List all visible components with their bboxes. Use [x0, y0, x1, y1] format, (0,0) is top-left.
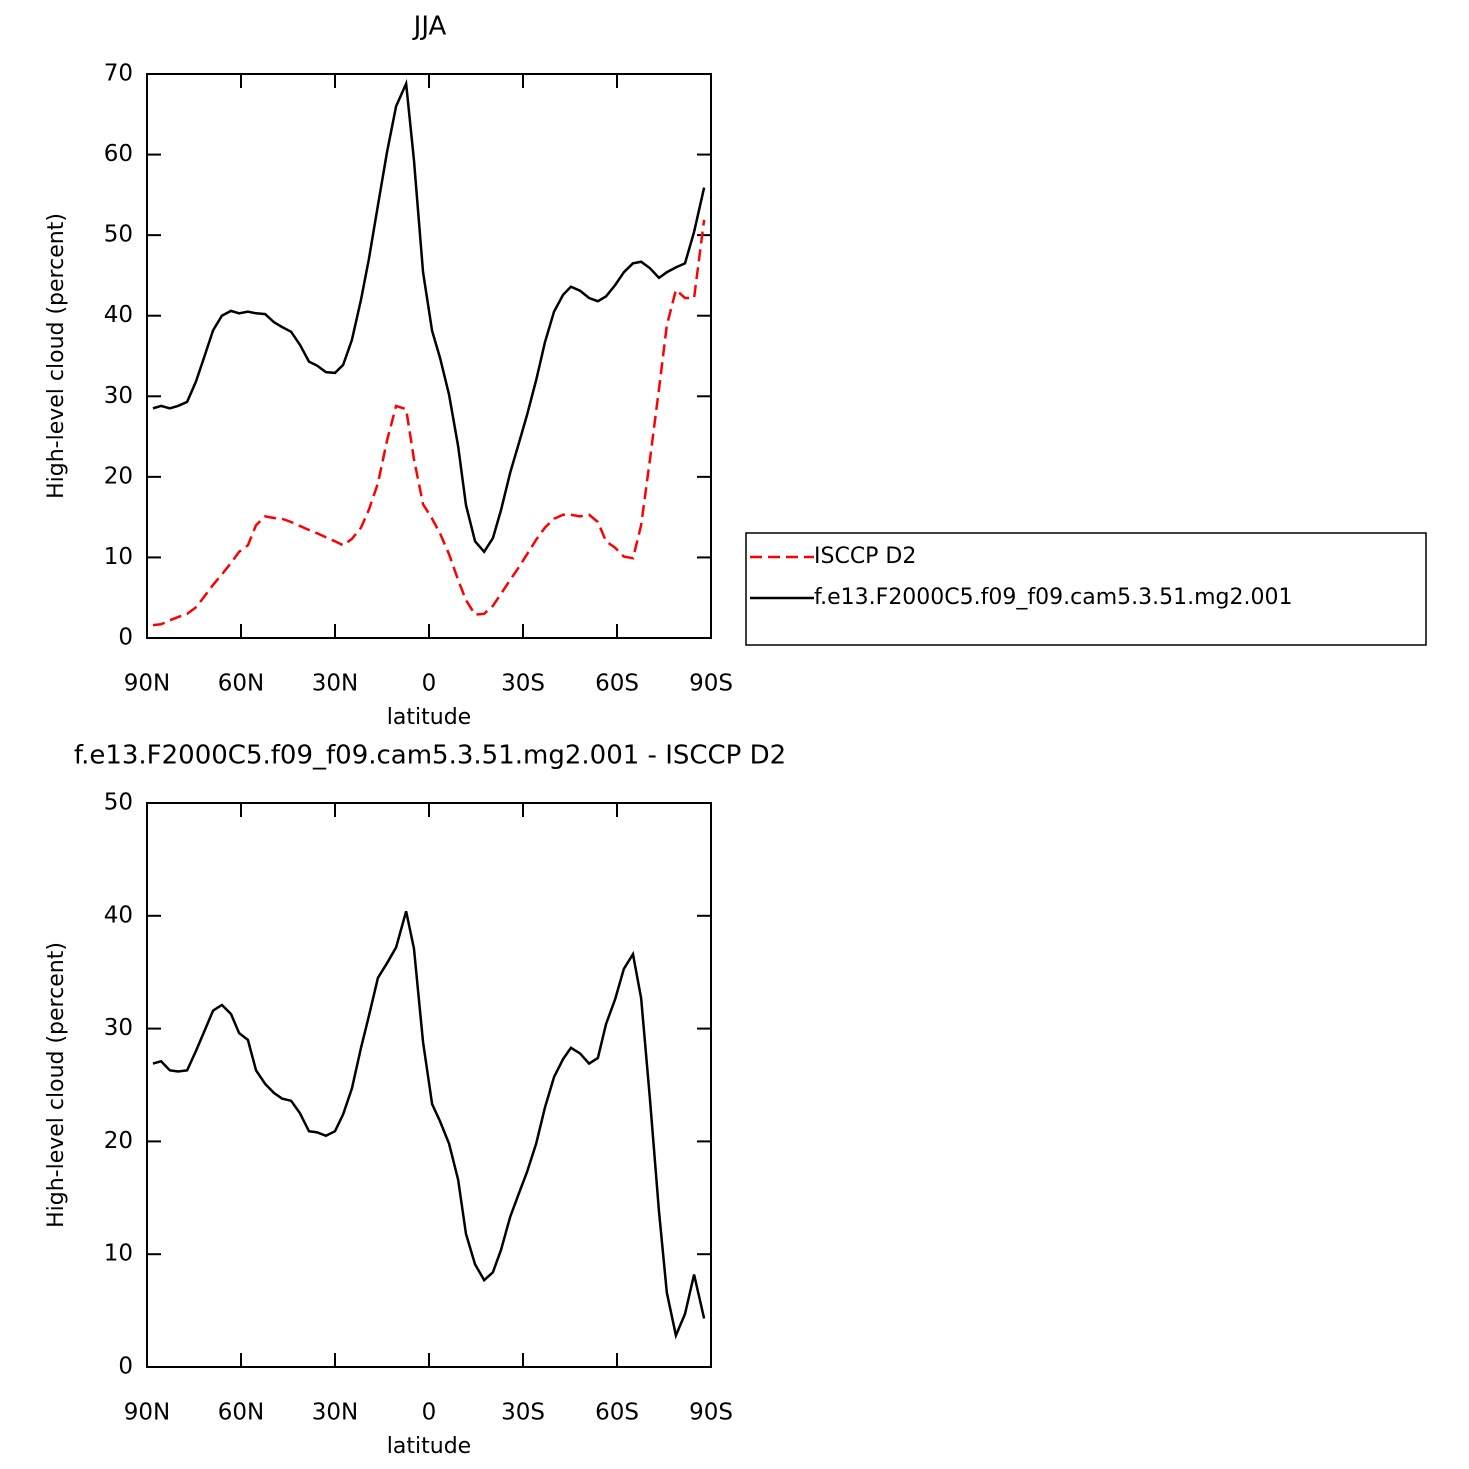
- x-tick-label: 60N: [218, 1400, 264, 1426]
- y-tick-label: 50: [104, 222, 133, 248]
- x-tick-label: 30S: [501, 1400, 545, 1426]
- chart-title: JJA: [412, 12, 447, 42]
- legend-label: ISCCP D2: [814, 544, 916, 569]
- y-tick-label: 0: [118, 1354, 133, 1380]
- legend-label: f.e13.F2000C5.f09_f09.cam5.3.51.mg2.001: [814, 585, 1292, 610]
- x-tick-label: 60S: [595, 1400, 639, 1426]
- y-tick-label: 50: [104, 790, 133, 816]
- x-axis-label: latitude: [387, 705, 471, 730]
- x-tick-label: 90S: [689, 1400, 733, 1426]
- plot-frame: [146, 73, 712, 639]
- x-tick-label: 60N: [218, 671, 264, 697]
- y-tick-label: 10: [104, 1241, 133, 1267]
- data-line: [152, 910, 706, 1340]
- x-tick-label: 0: [422, 671, 437, 697]
- y-tick-label: 20: [104, 1128, 133, 1154]
- x-tick-label: 0: [422, 1400, 437, 1426]
- y-tick-label: 30: [104, 383, 133, 409]
- y-tick-label: 40: [104, 302, 133, 328]
- y-axis-label: High-level cloud (percent): [44, 942, 69, 1228]
- data-line: [152, 219, 706, 627]
- y-tick-label: 30: [104, 1015, 133, 1041]
- y-tick-label: 0: [118, 625, 133, 651]
- x-tick-label: 30N: [312, 671, 358, 697]
- x-tick-label: 90N: [124, 1400, 170, 1426]
- y-axis-label: High-level cloud (percent): [44, 213, 69, 499]
- y-tick-label: 10: [104, 544, 133, 570]
- x-tick-label: 60S: [595, 671, 639, 697]
- x-tick-label: 30S: [501, 671, 545, 697]
- y-tick-label: 60: [104, 141, 133, 167]
- data-line: [152, 78, 706, 554]
- x-tick-label: 90S: [689, 671, 733, 697]
- plot-frame: [146, 802, 712, 1368]
- x-axis-label: latitude: [387, 1434, 471, 1459]
- legend-box: [745, 532, 1427, 646]
- chart-title: f.e13.F2000C5.f09_f09.cam5.3.51.mg2.001 …: [74, 741, 786, 771]
- x-tick-label: 90N: [124, 671, 170, 697]
- x-tick-label: 30N: [312, 1400, 358, 1426]
- y-tick-label: 70: [104, 61, 133, 87]
- y-tick-label: 20: [104, 463, 133, 489]
- y-tick-label: 40: [104, 902, 133, 928]
